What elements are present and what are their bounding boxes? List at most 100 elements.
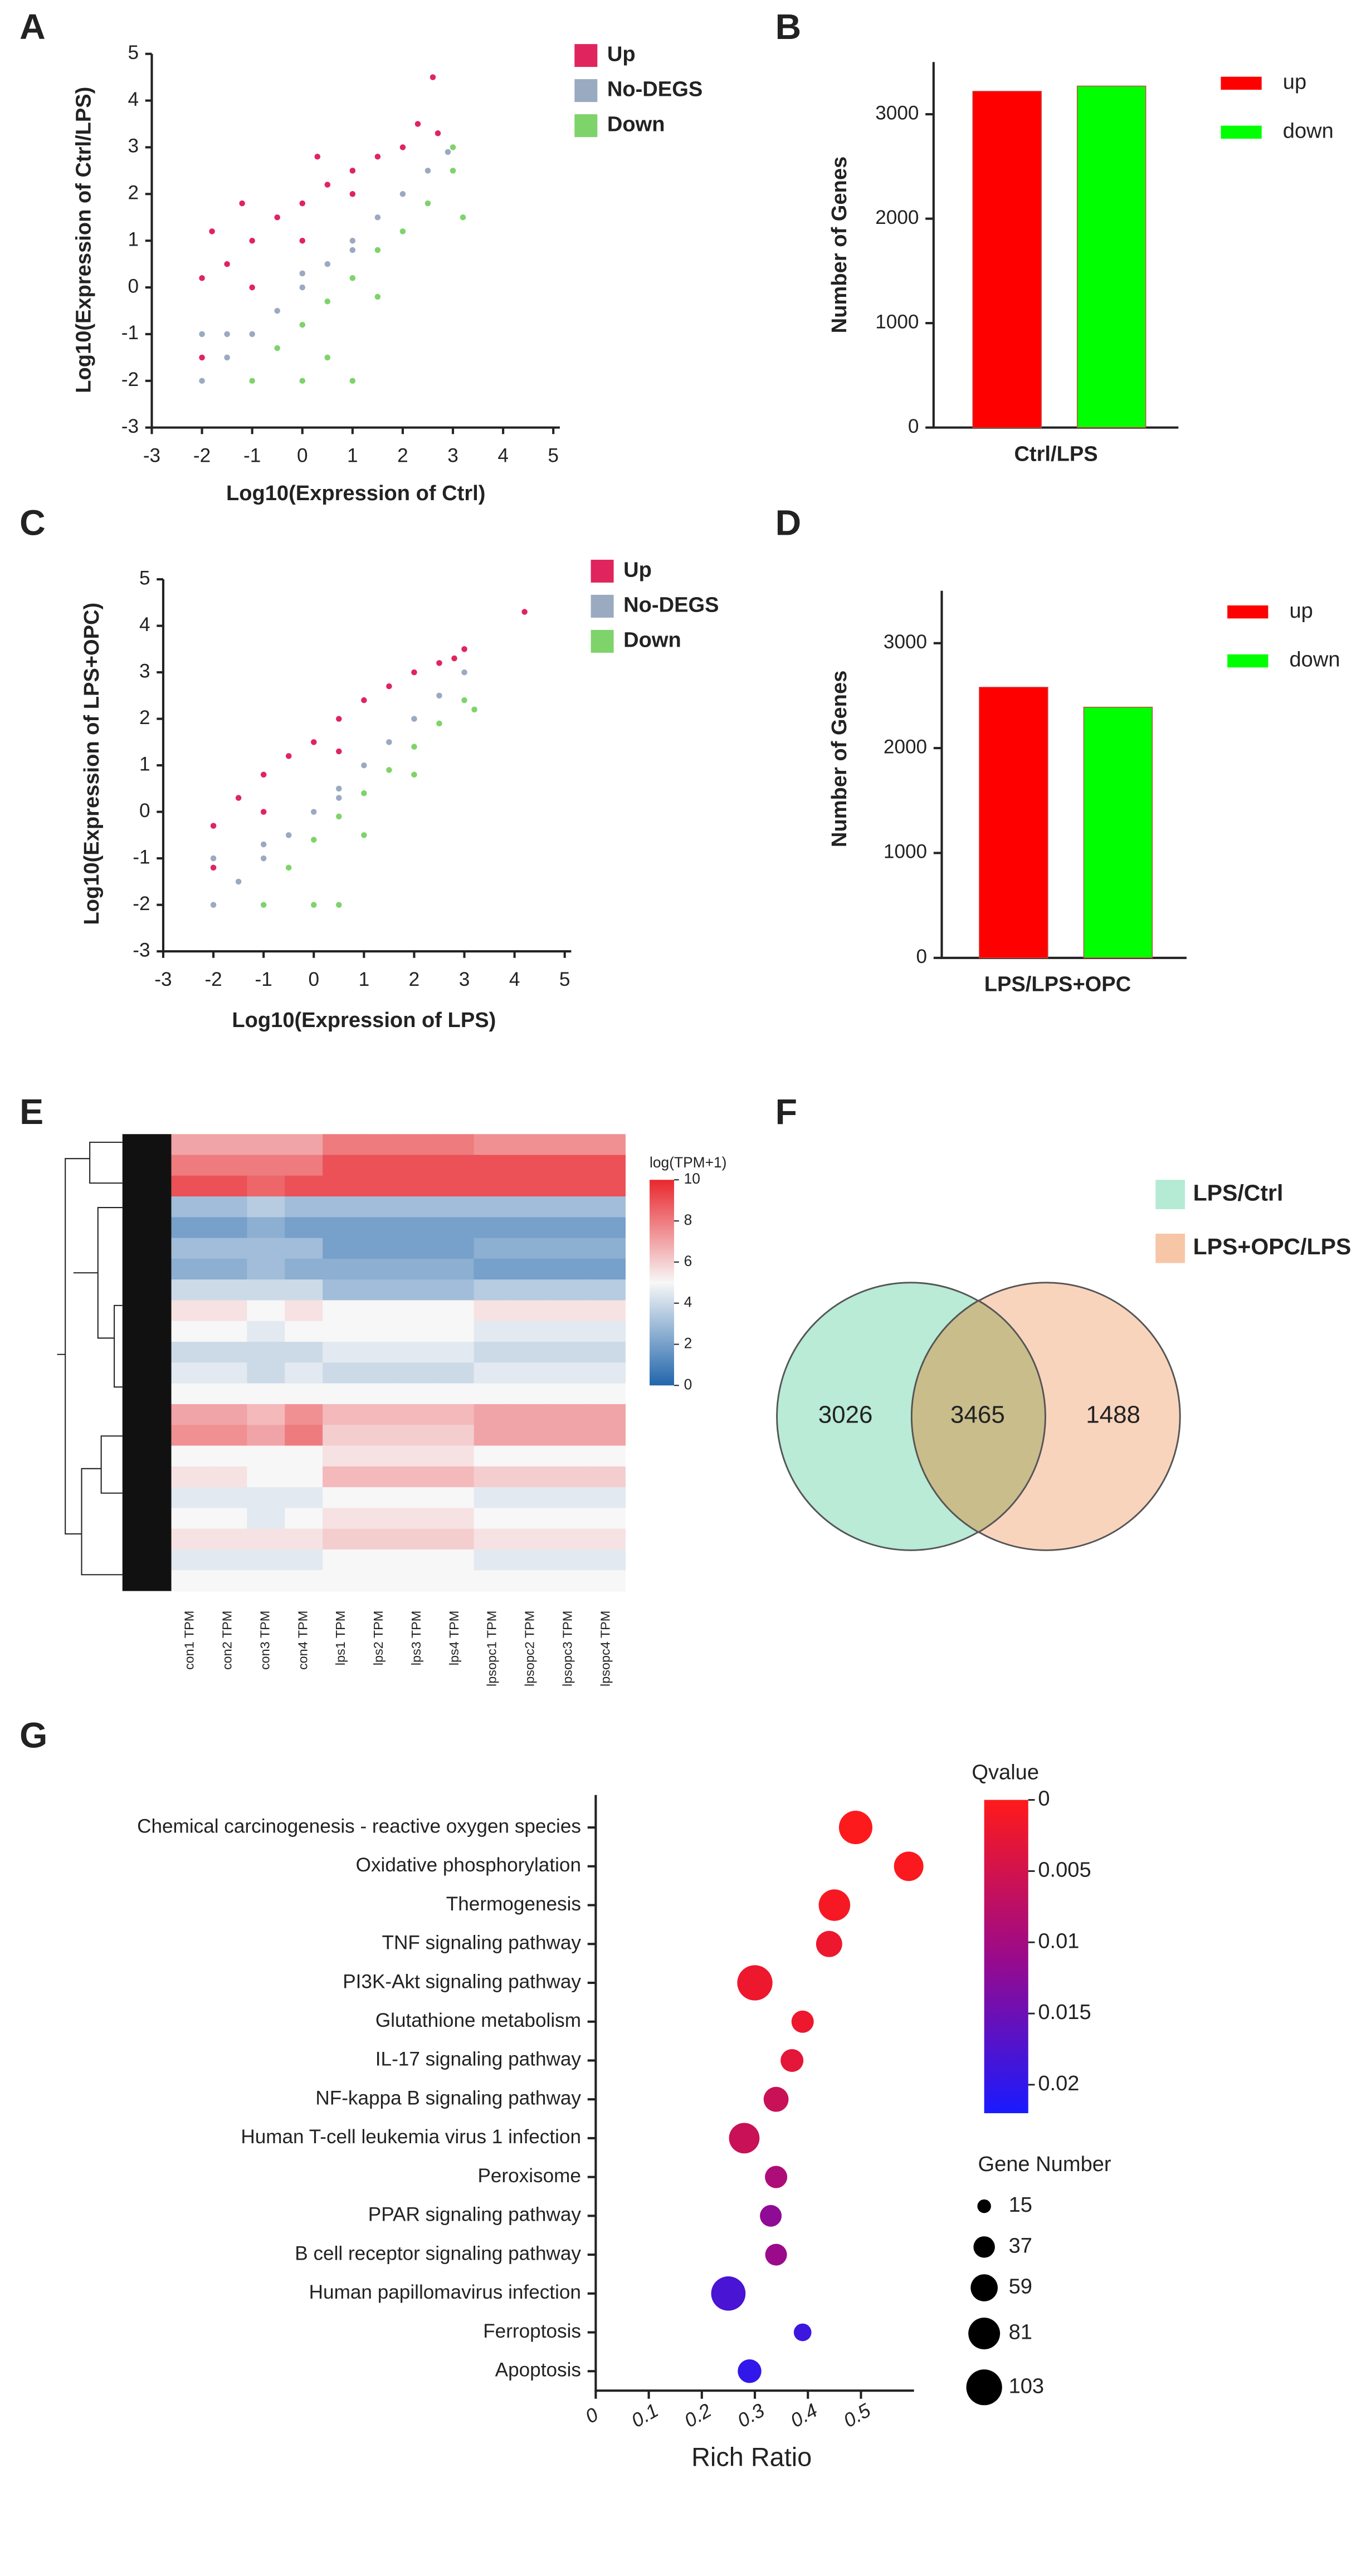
heatmap-cell xyxy=(549,1466,588,1488)
point xyxy=(361,790,367,796)
y-axis-label: Number of Genes xyxy=(828,157,851,333)
point xyxy=(336,785,342,792)
heatmap-cell xyxy=(285,1445,323,1467)
point xyxy=(209,228,215,234)
point xyxy=(274,307,280,314)
heatmap-cell xyxy=(360,1258,399,1280)
heatmap-cell xyxy=(323,1134,361,1156)
heatmap-cell xyxy=(247,1362,286,1384)
legend-label: No-DEGS xyxy=(607,78,702,101)
y-tick-label: 5 xyxy=(139,567,150,589)
point xyxy=(310,809,317,815)
heatmap-cell xyxy=(474,1258,513,1280)
heatmap-cell xyxy=(511,1300,550,1322)
colorbar-tick-label: 0.02 xyxy=(1038,2072,1079,2095)
heatmap-cell xyxy=(360,1342,399,1363)
heatmap-cell xyxy=(285,1570,323,1592)
heatmap-cell xyxy=(323,1466,361,1488)
size-legend-title: Gene Number xyxy=(978,2153,1111,2176)
heatmap-cell xyxy=(285,1279,323,1301)
heatmap-cell xyxy=(474,1342,513,1363)
heatmap-cell xyxy=(285,1362,323,1384)
heatmap-cell xyxy=(511,1258,550,1280)
legend-swatch xyxy=(1227,605,1268,619)
heatmap-cell xyxy=(323,1217,361,1239)
point xyxy=(425,200,431,207)
heatmap-cell xyxy=(360,1466,399,1488)
point xyxy=(299,237,306,244)
x-tick-label: -2 xyxy=(204,969,222,990)
point xyxy=(210,823,217,829)
heatmap-cell xyxy=(587,1300,626,1322)
heatmap-cell xyxy=(474,1279,513,1301)
point xyxy=(374,214,381,221)
heatmap-cell xyxy=(209,1238,248,1259)
heatmap-cell xyxy=(323,1362,361,1384)
point xyxy=(199,354,205,361)
heatmap-cell xyxy=(549,1300,588,1322)
heatmap-cell xyxy=(247,1196,286,1218)
heatmap-cell xyxy=(360,1425,399,1446)
y-tick-label: 0 xyxy=(916,946,928,967)
heatmap-cell xyxy=(474,1175,513,1197)
heatmap-cell xyxy=(247,1466,286,1488)
y-tick-label: 1 xyxy=(128,228,139,250)
heatmap-cell xyxy=(171,1362,210,1384)
y-tick-label: Ferroptosis xyxy=(483,2320,581,2342)
heatmap-cell xyxy=(398,1155,437,1176)
point xyxy=(260,902,267,908)
point xyxy=(299,321,306,328)
x-tick-label: 4 xyxy=(509,969,520,990)
heatmap-cell xyxy=(360,1383,399,1405)
heatmap-cell xyxy=(436,1487,475,1509)
x-tick-label: -3 xyxy=(143,445,160,467)
point xyxy=(399,191,406,197)
bubble xyxy=(737,1965,773,2001)
point xyxy=(314,153,321,160)
heatmap-cell xyxy=(587,1238,626,1259)
heatmap-cell xyxy=(323,1487,361,1509)
heatmap-cell xyxy=(171,1466,210,1488)
heatmap-cell xyxy=(587,1217,626,1239)
legend-swatch xyxy=(574,114,598,138)
colorbar-tick-label: 2 xyxy=(684,1335,692,1352)
panel-label: A xyxy=(19,7,46,47)
point xyxy=(399,228,406,234)
heatmap-cell xyxy=(474,1383,513,1405)
point xyxy=(349,247,356,253)
legend-label: Down xyxy=(623,628,681,652)
heatmap-cell xyxy=(323,1175,361,1197)
size-legend-label: 81 xyxy=(1009,2321,1032,2344)
point xyxy=(374,247,381,253)
legend-label: No-DEGS xyxy=(623,594,719,617)
heatmap-cell xyxy=(209,1425,248,1446)
heatmap-cell xyxy=(398,1528,437,1550)
heatmap-cell xyxy=(474,1196,513,1218)
legend-swatch xyxy=(1155,1233,1185,1263)
heatmap-cell xyxy=(436,1300,475,1322)
heatmap-cell xyxy=(549,1279,588,1301)
heatmap-cell xyxy=(511,1508,550,1529)
heatmap-cell xyxy=(209,1175,248,1197)
point xyxy=(349,191,356,197)
y-tick-label: IL-17 signaling pathway xyxy=(375,2049,582,2070)
colorbar-tick-label: 0.01 xyxy=(1038,1929,1079,1953)
point xyxy=(249,378,255,384)
heatmap-cell xyxy=(511,1487,550,1509)
point xyxy=(425,168,431,174)
heatmap-cell xyxy=(587,1321,626,1342)
heatmap-cell xyxy=(171,1196,210,1218)
heatmap-cell xyxy=(247,1487,286,1509)
heatmap-cell xyxy=(549,1217,588,1239)
heatmap-cell xyxy=(549,1549,588,1571)
column-label: lps1 TPM xyxy=(333,1611,348,1666)
y-tick-label: -1 xyxy=(121,322,139,344)
heatmap-cell xyxy=(171,1279,210,1301)
x-tick-label: 0 xyxy=(297,445,308,467)
heatmap-cell xyxy=(549,1342,588,1363)
heatmap-cell xyxy=(587,1362,626,1384)
point xyxy=(274,345,280,351)
heatmap-cell xyxy=(209,1217,248,1239)
bubble xyxy=(711,2276,746,2311)
